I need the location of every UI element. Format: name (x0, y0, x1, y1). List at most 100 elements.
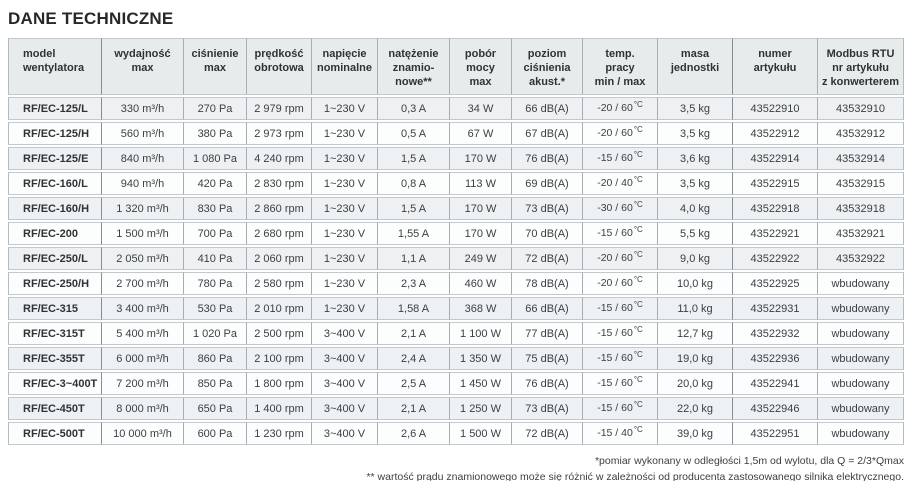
cell-voltage: 1~230 V (312, 222, 378, 246)
cell-model: RF/EC-125/E (8, 147, 102, 171)
cell-airflow: 8 000 m³/h (102, 397, 184, 421)
cell-modbus: wbudowany (818, 272, 904, 296)
cell-noise: 67 dB(A) (512, 122, 583, 146)
cell-speed: 2 010 rpm (247, 297, 312, 321)
cell-model: RF/EC-125/L (8, 97, 102, 121)
cell-weight: 5,5 kg (658, 222, 733, 246)
cell-power: 34 W (450, 97, 512, 121)
footnote-measurement: *pomiar wykonany w odległości 1,5m od wy… (594, 455, 904, 468)
cell-article: 43522936 (733, 347, 818, 371)
cell-article: 43522946 (733, 397, 818, 421)
cell-noise: 78 dB(A) (512, 272, 583, 296)
cell-airflow: 940 m³/h (102, 172, 184, 196)
cell-noise: 66 dB(A) (512, 97, 583, 121)
cell-current: 1,5 A (378, 147, 450, 171)
cell-model: RF/EC-315 (8, 297, 102, 321)
cell-pressure: 530 Pa (184, 297, 247, 321)
cell-noise: 73 dB(A) (512, 197, 583, 221)
column-header-noise: poziom ciśnienia akust.* (512, 38, 583, 96)
temp-range-value: -20 / 40 (597, 177, 633, 190)
temp-range-value: -20 / 60 (597, 127, 633, 140)
temp-range-value: -15 / 60 (597, 327, 633, 340)
cell-temp: -15 / 60°C (583, 297, 658, 321)
cell-current: 0,5 A (378, 122, 450, 146)
temp-range-value: -20 / 60 (597, 102, 633, 115)
cell-model: RF/EC-160/H (8, 197, 102, 221)
cell-pressure: 650 Pa (184, 397, 247, 421)
cell-article: 43522912 (733, 122, 818, 146)
column-header-pressure: ciśnienie max (184, 38, 247, 96)
cell-power: 1 100 W (450, 322, 512, 346)
cell-speed: 4 240 rpm (247, 147, 312, 171)
cell-voltage: 1~230 V (312, 197, 378, 221)
column-header-speed: prędkość obrotowa (247, 38, 312, 96)
column-header-weight: masa jednostki (658, 38, 733, 96)
cell-voltage: 1~230 V (312, 247, 378, 271)
cell-pressure: 270 Pa (184, 97, 247, 121)
cell-current: 2,3 A (378, 272, 450, 296)
cell-power: 1 350 W (450, 347, 512, 371)
cell-current: 0,3 A (378, 97, 450, 121)
cell-voltage: 1~230 V (312, 272, 378, 296)
column-header-airflow: wydajność max (102, 38, 184, 96)
cell-current: 1,5 A (378, 197, 450, 221)
cell-temp: -20 / 60°C (583, 247, 658, 271)
cell-weight: 3,5 kg (658, 172, 733, 196)
cell-current: 1,1 A (378, 247, 450, 271)
temp-unit: °C (633, 325, 643, 335)
cell-noise: 77 dB(A) (512, 322, 583, 346)
temp-unit: °C (633, 375, 643, 385)
cell-pressure: 600 Pa (184, 422, 247, 446)
cell-airflow: 330 m³/h (102, 97, 184, 121)
cell-speed: 2 973 rpm (247, 122, 312, 146)
table-row: RF/EC-125/L 330 m³/h 270 Pa 2 979 rpm 1~230 … (8, 97, 904, 121)
cell-modbus: wbudowany (818, 397, 904, 421)
cell-voltage: 1~230 V (312, 122, 378, 146)
cell-voltage: 3~400 V (312, 347, 378, 371)
cell-airflow: 10 000 m³/h (102, 422, 184, 446)
cell-article: 43522941 (733, 372, 818, 396)
cell-model: RF/EC-500T (8, 422, 102, 446)
temp-range-value: -15 / 40 (597, 427, 633, 440)
table-row: RF/EC-200 1 500 m³/h 700 Pa 2 680 rpm 1~230 … (8, 222, 904, 246)
cell-weight: 11,0 kg (658, 297, 733, 321)
cell-pressure: 830 Pa (184, 197, 247, 221)
cell-power: 460 W (450, 272, 512, 296)
cell-model: RF/EC-200 (8, 222, 102, 246)
table-row: RF/EC-315 3 400 m³/h 530 Pa 2 010 rpm 1~230 … (8, 297, 904, 321)
cell-current: 1,58 A (378, 297, 450, 321)
cell-modbus: 43532922 (818, 247, 904, 271)
table-row: RF/EC-315T 5 400 m³/h 1 020 Pa 2 500 rpm 3~4… (8, 322, 904, 346)
cell-power: 170 W (450, 222, 512, 246)
cell-modbus: 43532912 (818, 122, 904, 146)
footnote-current: ** wartość prądu znamionowego może się r… (366, 470, 904, 481)
temp-range-value: -15 / 60 (597, 302, 633, 315)
cell-model: RF/EC-450T (8, 397, 102, 421)
temp-range-value: -20 / 60 (597, 252, 633, 265)
column-header-current: natężenie znamio- nowe** (378, 38, 450, 96)
cell-model: RF/EC-125/H (8, 122, 102, 146)
cell-temp: -15 / 60°C (583, 147, 658, 171)
table-row: RF/EC-125/E 840 m³/h 1 080 Pa 4 240 rpm 1~23… (8, 147, 904, 171)
cell-modbus: 43532921 (818, 222, 904, 246)
column-header-article: numer artykułu (733, 38, 818, 96)
cell-power: 170 W (450, 197, 512, 221)
cell-temp: -15 / 60°C (583, 322, 658, 346)
cell-modbus: 43532918 (818, 197, 904, 221)
cell-modbus: wbudowany (818, 347, 904, 371)
cell-temp: -20 / 40°C (583, 172, 658, 196)
cell-power: 1 500 W (450, 422, 512, 446)
cell-weight: 19,0 kg (658, 347, 733, 371)
cell-voltage: 1~230 V (312, 97, 378, 121)
cell-pressure: 1 080 Pa (184, 147, 247, 171)
cell-pressure: 420 Pa (184, 172, 247, 196)
cell-current: 2,1 A (378, 322, 450, 346)
cell-pressure: 850 Pa (184, 372, 247, 396)
cell-airflow: 2 700 m³/h (102, 272, 184, 296)
cell-pressure: 780 Pa (184, 272, 247, 296)
temp-range-value: -15 / 60 (597, 352, 633, 365)
temp-unit: °C (633, 225, 643, 235)
cell-noise: 76 dB(A) (512, 372, 583, 396)
cell-weight: 10,0 kg (658, 272, 733, 296)
